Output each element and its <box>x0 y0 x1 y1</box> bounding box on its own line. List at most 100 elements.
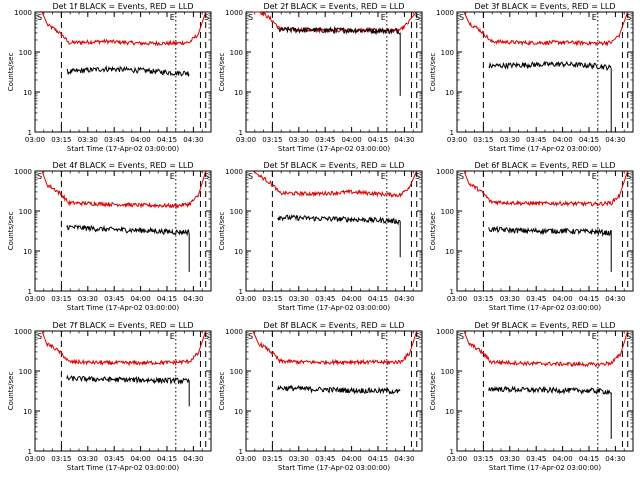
x-tick-label: 03:00 <box>447 136 467 144</box>
corner-label-start: S <box>37 172 42 181</box>
y-tick-label: 1000 <box>436 168 454 176</box>
detector-panel: Det 8f BLACK = Events, RED = LLD 1 10 100 10… <box>218 321 423 472</box>
x-tick-label: 04:00 <box>553 455 573 463</box>
y-tick-label: 100 <box>19 49 32 57</box>
corner-label-end: S <box>204 13 209 22</box>
y-tick-label: 1000 <box>225 328 243 336</box>
y-axis-label: Counts/sec <box>7 53 15 92</box>
y-tick-label: 10 <box>445 248 454 256</box>
x-tick-label: 03:00 <box>236 455 256 463</box>
x-tick-label: 03:00 <box>25 295 45 303</box>
detector-panel: Det 3f BLACK = Events, RED = LLD 1 10 100 10… <box>429 2 634 153</box>
y-tick-label: 10 <box>23 248 32 256</box>
detector-panel: Det 4f BLACK = Events, RED = LLD 1 10 100 10… <box>7 161 212 312</box>
x-tick-label: 04:30 <box>394 455 414 463</box>
x-tick-label: 04:30 <box>183 136 203 144</box>
detector-panel: Det 2f BLACK = Events, RED = LLD 1 10 100 10… <box>218 2 423 153</box>
corner-label-start: S <box>37 13 42 22</box>
x-axis-label: Start Time (17-Apr-02 03:00:00) <box>67 145 179 153</box>
y-tick-label: 100 <box>230 49 243 57</box>
events-series-line <box>66 65 190 78</box>
x-tick-label: 03:30 <box>289 136 309 144</box>
x-tick-label: 04:30 <box>605 455 625 463</box>
panel-title: Det 5f BLACK = Events, RED = LLD <box>263 161 404 170</box>
lld-series-line <box>252 330 418 366</box>
panel-title: Det 9f BLACK = Events, RED = LLD <box>474 321 615 330</box>
y-axis-label: Counts/sec <box>218 372 226 411</box>
events-series-line <box>66 374 190 407</box>
x-tick-label: 04:15 <box>157 455 177 463</box>
x-tick-label: 04:00 <box>342 455 362 463</box>
detector-panel: Det 5f BLACK = Events, RED = LLD 1 10 100 10… <box>218 161 423 312</box>
x-tick-label: 03:00 <box>447 295 467 303</box>
x-tick-label: 03:15 <box>473 295 493 303</box>
corner-label-end: S <box>626 13 631 22</box>
corner-label-start: S <box>459 13 464 22</box>
panel-title: Det 3f BLACK = Events, RED = LLD <box>474 2 615 11</box>
y-tick-label: 1 <box>239 448 243 456</box>
y-tick-label: 100 <box>441 208 454 216</box>
y-tick-label: 10 <box>234 408 243 416</box>
corner-label-end: S <box>626 172 631 181</box>
y-tick-label: 10 <box>23 408 32 416</box>
x-tick-label: 03:30 <box>500 455 520 463</box>
x-tick-label: 04:30 <box>394 136 414 144</box>
lld-series-line <box>41 11 207 47</box>
y-axis-label: Counts/sec <box>7 212 15 251</box>
x-tick-label: 04:15 <box>157 295 177 303</box>
x-tick-label: 04:00 <box>131 136 151 144</box>
corner-label-eclipse: E <box>592 172 597 181</box>
x-axis-label: Start Time (17-Apr-02 03:00:00) <box>278 304 390 312</box>
corner-label-start: S <box>459 172 464 181</box>
x-tick-label: 04:30 <box>183 295 203 303</box>
events-series-line <box>277 384 401 395</box>
detector-panel: Det 1f BLACK = Events, RED = LLD 1 10 100 10… <box>7 2 212 153</box>
x-tick-label: 04:15 <box>579 455 599 463</box>
x-axis-label: Start Time (17-Apr-02 03:00:00) <box>67 304 179 312</box>
x-tick-label: 04:00 <box>342 295 362 303</box>
y-tick-label: 10 <box>23 89 32 97</box>
panel-title: Det 8f BLACK = Events, RED = LLD <box>263 321 404 330</box>
y-tick-label: 1000 <box>436 328 454 336</box>
y-tick-label: 1000 <box>225 168 243 176</box>
corner-label-end: S <box>415 332 420 341</box>
x-tick-label: 04:30 <box>183 455 203 463</box>
lld-series-line <box>463 170 629 208</box>
x-tick-label: 04:30 <box>605 136 625 144</box>
x-tick-label: 03:15 <box>262 295 282 303</box>
x-tick-label: 03:45 <box>104 455 124 463</box>
x-tick-label: 03:15 <box>473 455 493 463</box>
y-tick-label: 1000 <box>14 168 32 176</box>
x-tick-label: 03:45 <box>104 295 124 303</box>
x-tick-label: 03:45 <box>526 136 546 144</box>
y-tick-label: 1000 <box>436 9 454 17</box>
x-tick-label: 03:30 <box>78 455 98 463</box>
panel-title: Det 1f BLACK = Events, RED = LLD <box>52 2 193 11</box>
corner-label-end: S <box>415 172 420 181</box>
x-tick-label: 03:30 <box>289 455 309 463</box>
y-tick-label: 1 <box>450 129 454 137</box>
x-tick-label: 03:30 <box>78 136 98 144</box>
x-tick-label: 03:45 <box>526 455 546 463</box>
y-tick-label: 100 <box>230 208 243 216</box>
y-tick-label: 1 <box>450 288 454 296</box>
events-series-line <box>277 213 401 258</box>
corner-label-start: S <box>248 332 253 341</box>
y-tick-label: 10 <box>234 248 243 256</box>
y-tick-label: 1 <box>28 448 32 456</box>
y-axis-label: Counts/sec <box>429 53 437 92</box>
y-tick-label: 1000 <box>14 9 32 17</box>
panel-title: Det 7f BLACK = Events, RED = LLD <box>52 321 193 330</box>
x-tick-label: 03:00 <box>236 136 256 144</box>
y-tick-label: 100 <box>230 368 243 376</box>
x-tick-label: 03:45 <box>104 136 124 144</box>
x-tick-label: 04:15 <box>368 136 388 144</box>
x-tick-label: 03:30 <box>500 295 520 303</box>
panel-title: Det 6f BLACK = Events, RED = LLD <box>474 161 615 170</box>
x-tick-label: 03:45 <box>315 455 335 463</box>
lld-series-line <box>252 170 418 198</box>
events-series-line <box>66 224 190 272</box>
y-tick-label: 10 <box>445 408 454 416</box>
x-tick-label: 03:00 <box>25 136 45 144</box>
